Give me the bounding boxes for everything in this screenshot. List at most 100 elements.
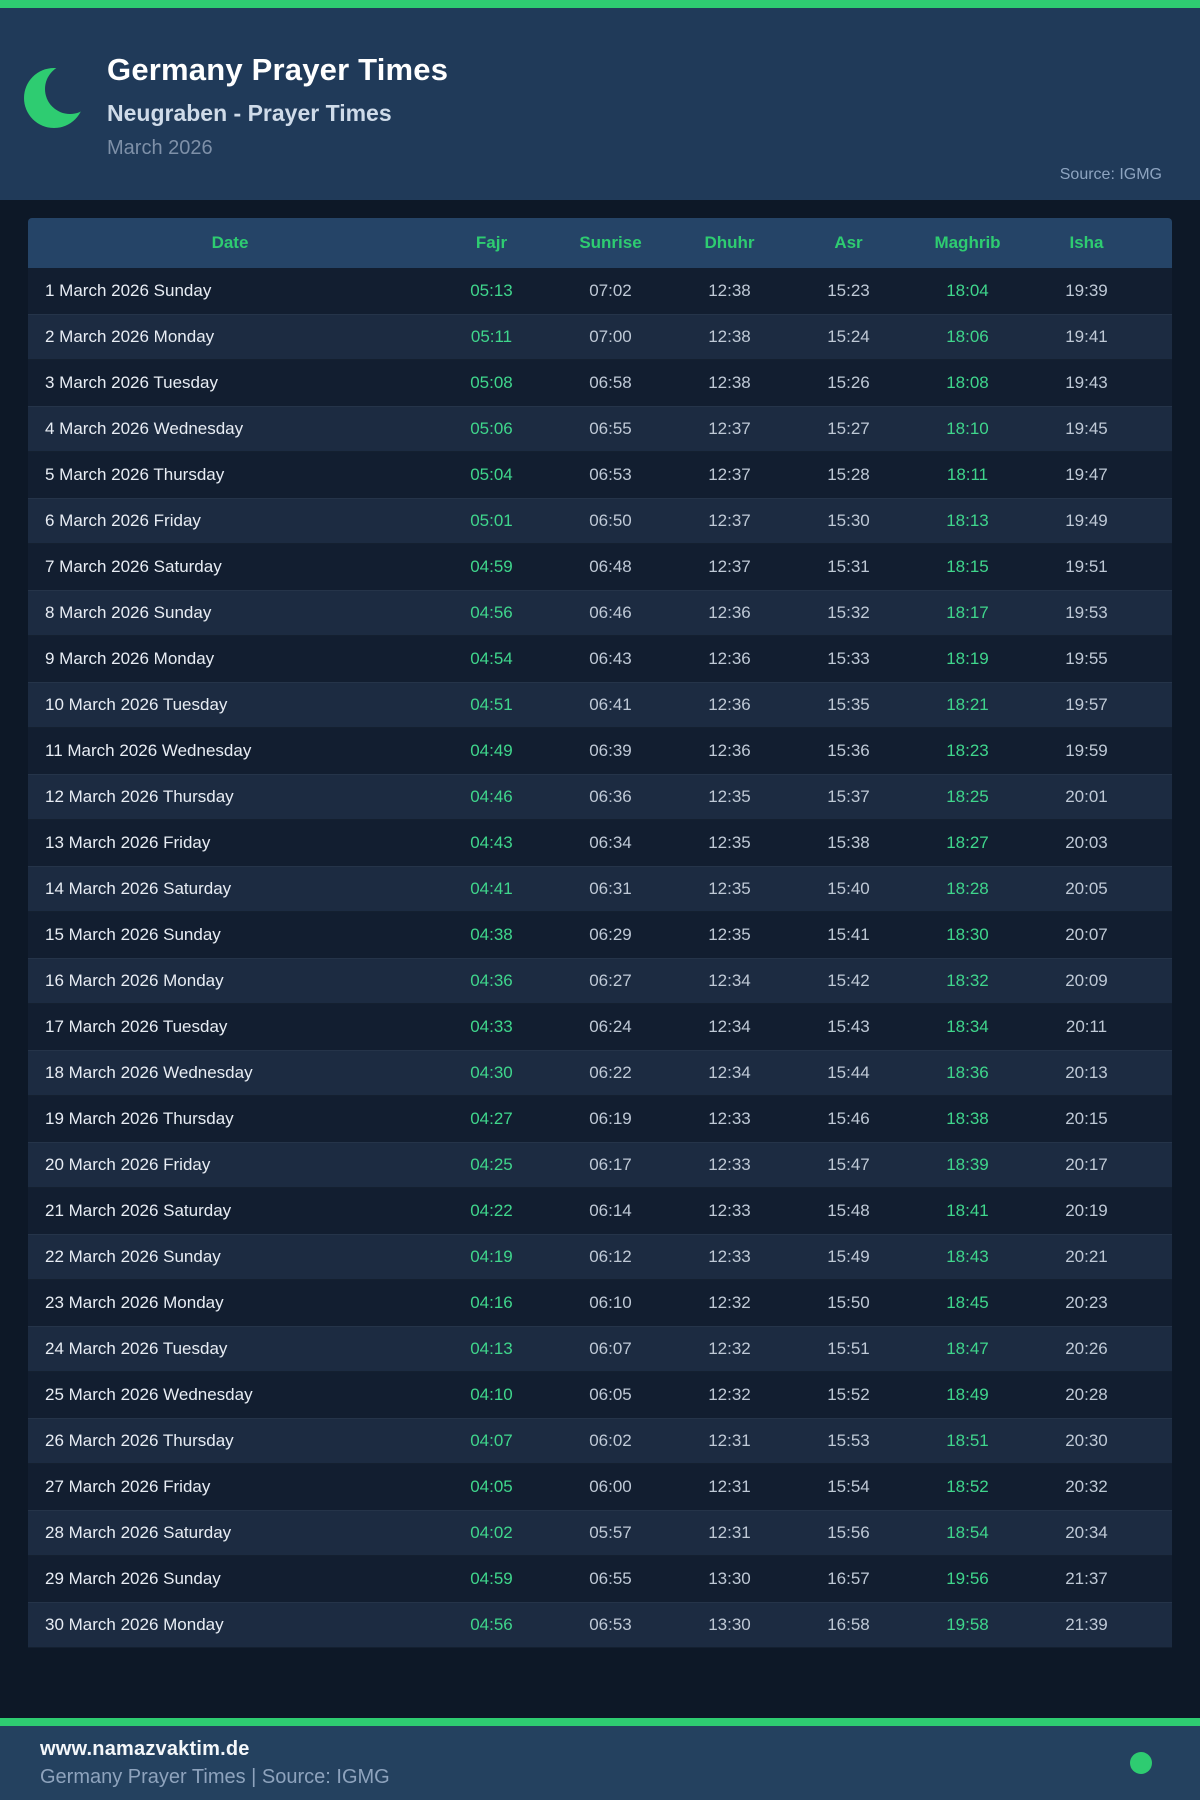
fajr-time-cell: 04:54 [470,649,513,668]
asr-time-cell: 15:41 [827,925,870,944]
footer-website: www.namazvaktim.de [40,1738,250,1760]
dhuhr-time-cell: 12:35 [708,925,751,944]
maghrib-time-cell: 18:43 [946,1247,989,1266]
maghrib-time-cell: 18:27 [946,833,989,852]
dhuhr-time-cell: 12:36 [708,741,751,760]
maghrib-time-cell: 18:47 [946,1339,989,1358]
fajr-time-cell: 04:51 [470,695,513,714]
dhuhr-time-cell: 12:34 [708,971,751,990]
date-cell: 1 March 2026 Sunday [45,281,212,300]
asr-time-cell: 15:54 [827,1477,870,1496]
maghrib-time-cell: 18:41 [946,1201,989,1220]
table-row: 15 March 2026 Sunday 04:38 06:29 12:35 15:41… [28,912,1172,958]
crescent-moon-icon [22,64,88,130]
asr-time-cell: 15:44 [827,1063,870,1082]
fajr-time-cell: 04:30 [470,1063,513,1082]
fajr-time-cell: 04:38 [470,925,513,944]
fajr-time-cell: 05:13 [470,281,513,300]
table-row: 24 March 2026 Tuesday 04:13 06:07 12:32 15:5… [28,1326,1172,1372]
dhuhr-time-cell: 12:34 [708,1017,751,1036]
sunrise-time-cell: 06:53 [589,1615,632,1634]
table-row: 1 March 2026 Sunday 05:13 07:02 12:38 15:23 1… [28,268,1172,314]
sunrise-time-cell: 06:22 [589,1063,632,1082]
table-row: 14 March 2026 Saturday 04:41 06:31 12:35 15:… [28,866,1172,912]
asr-time-cell: 15:40 [827,879,870,898]
sunrise-time-cell: 06:07 [589,1339,632,1358]
dhuhr-time-cell: 12:33 [708,1201,751,1220]
fajr-time-cell: 04:33 [470,1017,513,1036]
maghrib-time-cell: 18:28 [946,879,989,898]
table-row: 3 March 2026 Tuesday 05:08 06:58 12:38 15:26… [28,360,1172,406]
isha-time-cell: 20:17 [1065,1155,1108,1174]
sunrise-time-cell: 06:55 [589,419,632,438]
maghrib-time-cell: 18:06 [946,327,989,346]
isha-time-cell: 19:59 [1065,741,1108,760]
fajr-time-cell: 04:36 [470,971,513,990]
date-cell: 4 March 2026 Wednesday [45,419,244,438]
dhuhr-time-cell: 12:36 [708,695,751,714]
sunrise-time-cell: 06:48 [589,557,632,576]
dhuhr-time-cell: 12:37 [708,465,751,484]
date-cell: 26 March 2026 Thursday [45,1431,234,1450]
dhuhr-time-cell: 12:31 [708,1477,751,1496]
table-row: 11 March 2026 Wednesday 04:49 06:39 12:36 15… [28,728,1172,774]
sunrise-time-cell: 06:05 [589,1385,632,1404]
isha-time-cell: 19:55 [1065,649,1108,668]
sunrise-time-cell: 06:19 [589,1109,632,1128]
fajr-time-cell: 04:02 [470,1523,513,1542]
fajr-time-cell: 04:56 [470,603,513,622]
dhuhr-time-cell: 12:35 [708,833,751,852]
dhuhr-time-cell: 12:32 [708,1293,751,1312]
asr-time-cell: 15:24 [827,327,870,346]
maghrib-time-cell: 18:04 [946,281,989,300]
sunrise-time-cell: 06:27 [589,971,632,990]
fajr-time-cell: 04:16 [470,1293,513,1312]
isha-time-cell: 20:09 [1065,971,1108,990]
isha-time-cell: 19:41 [1065,327,1108,346]
source-label: Source: IGMG [1059,166,1162,183]
table-row: 8 March 2026 Sunday 04:56 06:46 12:36 15:32 1… [28,590,1172,636]
table-row: 12 March 2026 Thursday 04:46 06:36 12:35 15:… [28,774,1172,820]
asr-time-cell: 15:42 [827,971,870,990]
asr-time-cell: 15:52 [827,1385,870,1404]
header-text-block: Germany Prayer Times Neugraben - Prayer … [107,52,448,160]
date-cell: 17 March 2026 Tuesday [45,1017,228,1036]
date-cell: 28 March 2026 Saturday [45,1523,232,1542]
isha-time-cell: 20:11 [1065,1017,1108,1036]
table-body: 1 March 2026 Sunday 05:13 07:02 12:38 15:23 1… [28,268,1172,1648]
date-cell: 27 March 2026 Friday [45,1477,211,1496]
isha-time-cell: 20:07 [1065,925,1108,944]
maghrib-time-cell: 18:34 [946,1017,989,1036]
table-row: 22 March 2026 Sunday 04:19 06:12 12:33 15:49… [28,1234,1172,1280]
isha-time-cell: 20:03 [1065,833,1108,852]
table-row: 29 March 2026 Sunday 04:59 06:55 13:30 16:57… [28,1556,1172,1602]
asr-time-cell: 15:53 [827,1431,870,1450]
date-cell: 14 March 2026 Saturday [45,879,232,898]
asr-time-cell: 15:35 [827,695,870,714]
maghrib-time-cell: 18:13 [946,511,989,530]
maghrib-time-cell: 18:36 [946,1063,989,1082]
maghrib-time-cell: 18:08 [946,373,989,392]
sunrise-time-cell: 06:29 [589,925,632,944]
asr-time-cell: 15:33 [827,649,870,668]
top-accent-bar [0,0,1200,8]
dhuhr-time-cell: 12:31 [708,1431,751,1450]
fajr-time-cell: 04:22 [470,1201,513,1220]
maghrib-time-cell: 18:38 [946,1109,989,1128]
sunrise-time-cell: 06:39 [589,741,632,760]
dhuhr-time-cell: 12:35 [708,879,751,898]
page-title: Germany Prayer Times [107,52,449,87]
sunrise-time-cell: 06:34 [589,833,632,852]
dhuhr-time-cell: 12:32 [708,1339,751,1358]
asr-time-cell: 15:32 [827,603,870,622]
column-header-asr: Asr [834,233,863,252]
asr-time-cell: 15:50 [827,1293,870,1312]
maghrib-time-cell: 18:25 [946,787,989,806]
isha-time-cell: 20:01 [1065,787,1108,806]
asr-time-cell: 15:27 [827,419,870,438]
isha-time-cell: 20:15 [1065,1109,1108,1128]
fajr-time-cell: 04:10 [470,1385,513,1404]
fajr-time-cell: 04:13 [470,1339,513,1358]
fajr-time-cell: 04:59 [470,557,513,576]
